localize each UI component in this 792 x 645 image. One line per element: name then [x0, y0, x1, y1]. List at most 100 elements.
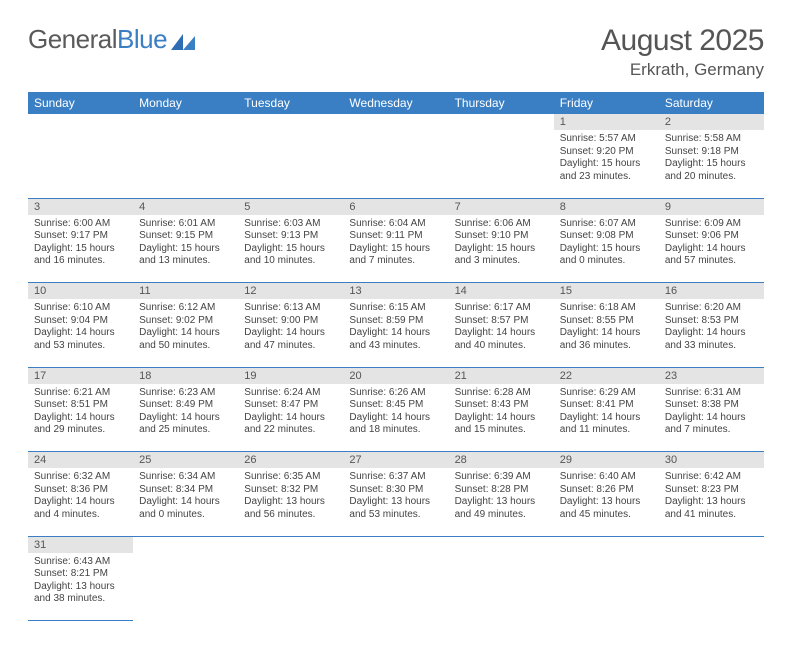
daylight-text: and 49 minutes.: [455, 509, 548, 522]
daylight-text: and 0 minutes.: [560, 255, 653, 268]
day-number: 18: [133, 367, 238, 384]
day-cell: Sunrise: 6:17 AMSunset: 8:57 PMDaylight:…: [449, 299, 554, 367]
daylight-text: and 50 minutes.: [139, 340, 232, 353]
day-cell: Sunrise: 6:04 AMSunset: 9:11 PMDaylight:…: [343, 215, 448, 283]
day-number: 26: [238, 452, 343, 469]
day-number: 30: [659, 452, 764, 469]
day-cell: Sunrise: 6:13 AMSunset: 9:00 PMDaylight:…: [238, 299, 343, 367]
daylight-text: Daylight: 15 hours: [665, 158, 758, 171]
day-cell: Sunrise: 6:40 AMSunset: 8:26 PMDaylight:…: [554, 468, 659, 536]
daylight-text: and 20 minutes.: [665, 171, 758, 184]
daylight-text: and 40 minutes.: [455, 340, 548, 353]
sunrise-text: Sunrise: 6:01 AM: [139, 218, 232, 231]
daylight-text: Daylight: 14 hours: [349, 412, 442, 425]
sunset-text: Sunset: 9:10 PM: [455, 230, 548, 243]
day-cell: Sunrise: 6:42 AMSunset: 8:23 PMDaylight:…: [659, 468, 764, 536]
header: GeneralBlue August 2025 Erkrath, Germany: [28, 24, 764, 80]
sunrise-text: Sunrise: 6:13 AM: [244, 302, 337, 315]
daylight-text: Daylight: 13 hours: [244, 496, 337, 509]
day-cell: Sunrise: 6:00 AMSunset: 9:17 PMDaylight:…: [28, 215, 133, 283]
day-header: Friday: [554, 92, 659, 114]
sunrise-text: Sunrise: 6:23 AM: [139, 387, 232, 400]
daylight-text: and 33 minutes.: [665, 340, 758, 353]
sunset-text: Sunset: 9:00 PM: [244, 315, 337, 328]
day-number: 17: [28, 367, 133, 384]
day-number: 21: [449, 367, 554, 384]
title-block: August 2025 Erkrath, Germany: [601, 24, 764, 80]
day-number-row: 17181920212223: [28, 367, 764, 384]
sunset-text: Sunset: 8:55 PM: [560, 315, 653, 328]
day-cell: Sunrise: 6:24 AMSunset: 8:47 PMDaylight:…: [238, 384, 343, 452]
day-number: 19: [238, 367, 343, 384]
sunrise-text: Sunrise: 6:26 AM: [349, 387, 442, 400]
sunset-text: Sunset: 9:20 PM: [560, 146, 653, 159]
sunrise-text: Sunrise: 6:37 AM: [349, 471, 442, 484]
day-number: 16: [659, 283, 764, 300]
day-cell: [343, 130, 448, 198]
daylight-text: Daylight: 13 hours: [34, 581, 127, 594]
daylight-text: Daylight: 14 hours: [244, 327, 337, 340]
day-number: 22: [554, 367, 659, 384]
sunset-text: Sunset: 8:38 PM: [665, 399, 758, 412]
day-number: 23: [659, 367, 764, 384]
sunrise-text: Sunrise: 6:09 AM: [665, 218, 758, 231]
daylight-text: and 22 minutes.: [244, 424, 337, 437]
sunset-text: Sunset: 8:59 PM: [349, 315, 442, 328]
sunset-text: Sunset: 9:17 PM: [34, 230, 127, 243]
sunset-text: Sunset: 9:04 PM: [34, 315, 127, 328]
daylight-text: and 41 minutes.: [665, 509, 758, 522]
day-number: [28, 114, 133, 130]
daylight-text: Daylight: 13 hours: [455, 496, 548, 509]
sunset-text: Sunset: 9:13 PM: [244, 230, 337, 243]
daylight-text: Daylight: 14 hours: [139, 496, 232, 509]
sunset-text: Sunset: 8:23 PM: [665, 484, 758, 497]
sunrise-text: Sunrise: 5:57 AM: [560, 133, 653, 146]
day-number: [343, 114, 448, 130]
week-row: Sunrise: 5:57 AMSunset: 9:20 PM Daylight:…: [28, 130, 764, 198]
logo-text1: General: [28, 24, 117, 55]
sunset-text: Sunset: 8:49 PM: [139, 399, 232, 412]
logo: GeneralBlue: [28, 24, 197, 55]
logo-text2: Blue: [117, 24, 167, 55]
day-number: 12: [238, 283, 343, 300]
daylight-text: and 36 minutes.: [560, 340, 653, 353]
day-cell: Sunrise: 6:26 AMSunset: 8:45 PMDaylight:…: [343, 384, 448, 452]
calendar-table: Sunday Monday Tuesday Wednesday Thursday…: [28, 92, 764, 621]
daylight-text: Daylight: 14 hours: [139, 327, 232, 340]
sunrise-text: Sunrise: 6:03 AM: [244, 218, 337, 231]
sunrise-text: Sunrise: 5:58 AM: [665, 133, 758, 146]
day-header: Thursday: [449, 92, 554, 114]
daylight-text: and 56 minutes.: [244, 509, 337, 522]
daylight-text: Daylight: 14 hours: [665, 327, 758, 340]
daylight-text: and 4 minutes.: [34, 509, 127, 522]
day-number: 13: [343, 283, 448, 300]
day-cell: Sunrise: 6:01 AMSunset: 9:15 PMDaylight:…: [133, 215, 238, 283]
daylight-text: and 38 minutes.: [34, 593, 127, 606]
sunrise-text: Sunrise: 6:00 AM: [34, 218, 127, 231]
daylight-text: and 13 minutes.: [139, 255, 232, 268]
day-number: [449, 114, 554, 130]
sunset-text: Sunset: 8:57 PM: [455, 315, 548, 328]
daylight-text: and 18 minutes.: [349, 424, 442, 437]
day-number: 20: [343, 367, 448, 384]
sunset-text: Sunset: 8:47 PM: [244, 399, 337, 412]
day-header: Monday: [133, 92, 238, 114]
day-number: 4: [133, 198, 238, 215]
sunrise-text: Sunrise: 6:10 AM: [34, 302, 127, 315]
sunrise-text: Sunrise: 6:15 AM: [349, 302, 442, 315]
daylight-text: Daylight: 14 hours: [244, 412, 337, 425]
day-number-row: 3456789: [28, 198, 764, 215]
day-cell: Sunrise: 6:23 AMSunset: 8:49 PMDaylight:…: [133, 384, 238, 452]
daylight-text: and 53 minutes.: [34, 340, 127, 353]
day-header: Wednesday: [343, 92, 448, 114]
sunset-text: Sunset: 9:06 PM: [665, 230, 758, 243]
sunrise-text: Sunrise: 6:43 AM: [34, 556, 127, 569]
sunrise-text: Sunrise: 6:35 AM: [244, 471, 337, 484]
day-cell: Sunrise: 5:57 AMSunset: 9:20 PMDaylight:…: [554, 130, 659, 198]
day-number: 25: [133, 452, 238, 469]
sunrise-text: Sunrise: 6:31 AM: [665, 387, 758, 400]
sunset-text: Sunset: 8:21 PM: [34, 568, 127, 581]
sunrise-text: Sunrise: 6:06 AM: [455, 218, 548, 231]
sunset-text: Sunset: 8:34 PM: [139, 484, 232, 497]
day-cell: Sunrise: 6:29 AMSunset: 8:41 PMDaylight:…: [554, 384, 659, 452]
